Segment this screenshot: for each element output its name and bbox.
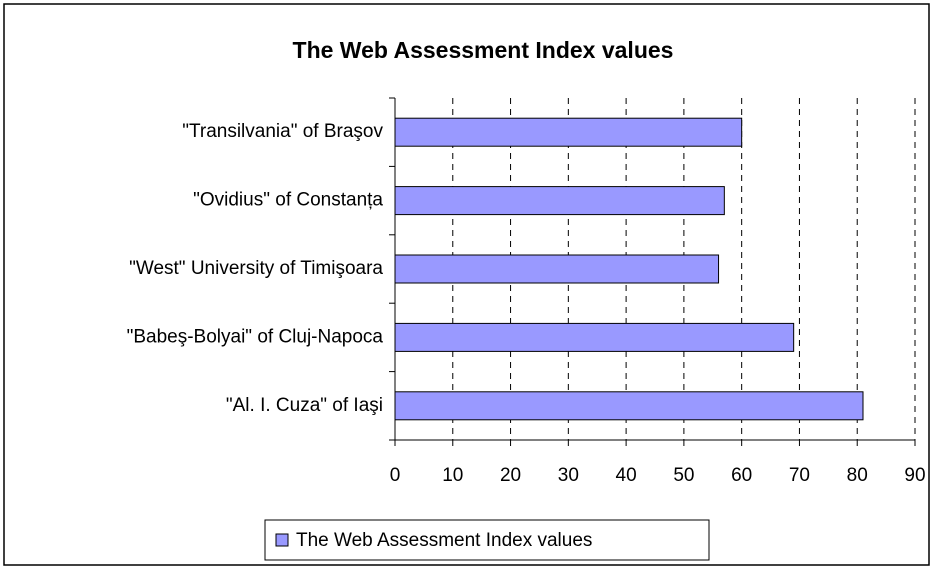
- x-tick-label: 60: [731, 465, 752, 486]
- bar: [394, 186, 725, 216]
- legend-box: [264, 519, 710, 561]
- bar: [394, 117, 743, 147]
- y-tick-label: "Al. I. Cuza" of Iaşi: [226, 395, 383, 416]
- bar: [394, 391, 864, 421]
- bar: [394, 254, 720, 284]
- y-tick-label: "Transilvania" of Braşov: [182, 121, 383, 142]
- x-tick-label: 40: [616, 465, 637, 486]
- legend-label: The Web Assessment Index values: [296, 530, 592, 551]
- x-tick-label: 50: [673, 465, 694, 486]
- x-tick-label: 30: [558, 465, 579, 486]
- x-tick-label: 10: [442, 465, 463, 486]
- x-tick-label: 80: [847, 465, 868, 486]
- y-tick-label: "Babeş-Bolyai" of Cluj-Napoca: [127, 326, 384, 347]
- chart-frame: [3, 3, 930, 566]
- y-tick-label: "Ovidius" of Constanța: [193, 190, 383, 211]
- legend-swatch: [275, 533, 289, 547]
- x-tick-label: 20: [500, 465, 521, 486]
- x-tick-label: 70: [789, 465, 810, 486]
- y-tick-label: "West" University of Timişoara: [129, 258, 383, 279]
- bar: [394, 322, 795, 352]
- chart-title: The Web Assessment Index values: [293, 37, 674, 63]
- x-tick-label: 0: [390, 465, 401, 486]
- x-tick-label: 90: [904, 465, 925, 486]
